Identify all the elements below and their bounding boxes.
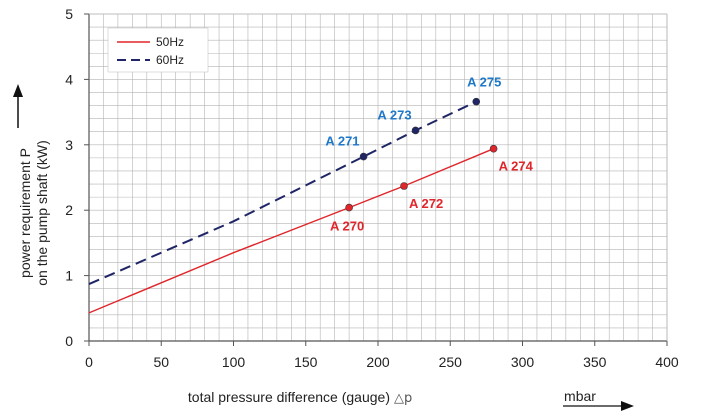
y-tick-label: 0 [65, 333, 73, 349]
y-axis-arrow-icon [13, 84, 23, 97]
x-tick-label: 0 [85, 354, 93, 370]
y-axis-title-line1: power requirement P [17, 148, 33, 278]
point-label: A 270 [330, 219, 364, 234]
axes [84, 13, 668, 346]
x-tick-label: 50 [153, 354, 169, 370]
x-tick-label: 150 [294, 354, 318, 370]
legend-label-50hz: 50Hz [156, 35, 184, 49]
y-tick-label: 3 [65, 137, 73, 153]
annotations: A 270 A 272 A 274 A 271 A 273 A 275 [325, 75, 533, 234]
point-label: A 272 [409, 196, 443, 211]
legend-label-60hz: 60Hz [156, 53, 184, 67]
x-tick-label: 100 [222, 354, 246, 370]
point-label: A 271 [325, 134, 359, 149]
tick-labels: 0 50 100 150 200 250 300 350 400 0 1 2 3 4 5 [65, 6, 679, 370]
x-axis-symbol: △p [394, 391, 412, 406]
x-tick-label: 300 [511, 354, 535, 370]
data-point-marker [359, 152, 368, 161]
data-points [345, 97, 498, 212]
legend: 50Hz 60Hz [107, 27, 209, 73]
y-tick-label: 1 [65, 268, 73, 284]
data-point-marker [472, 97, 481, 106]
x-axis-title: total pressure difference (gauge) [188, 389, 390, 405]
y-tick-label: 5 [65, 6, 73, 22]
y-tick-label: 4 [65, 71, 73, 87]
data-point-marker [345, 203, 353, 212]
x-axis-title-group: total pressure difference (gauge) △p mba… [188, 388, 634, 411]
x-tick-label: 250 [439, 354, 463, 370]
x-axis-arrow-icon [621, 401, 634, 411]
point-label: A 274 [499, 159, 534, 174]
y-tick-label: 2 [65, 202, 73, 218]
y-axis-title-line2: on the pump shaft (kW) [34, 140, 50, 286]
point-label: A 273 [377, 107, 411, 122]
x-tick-label: 200 [366, 354, 390, 370]
data-point-marker [411, 126, 420, 135]
x-tick-label: 350 [583, 354, 607, 370]
legend-box [107, 27, 209, 73]
point-label: A 275 [467, 75, 501, 90]
data-point-marker [489, 144, 498, 153]
x-axis-unit: mbar [564, 388, 596, 404]
data-point-marker [400, 182, 408, 190]
x-tick-label: 400 [655, 354, 679, 370]
y-axis-title: power requirement P on the pump shaft (k… [13, 84, 50, 286]
series-line-60hz [88, 100, 477, 286]
